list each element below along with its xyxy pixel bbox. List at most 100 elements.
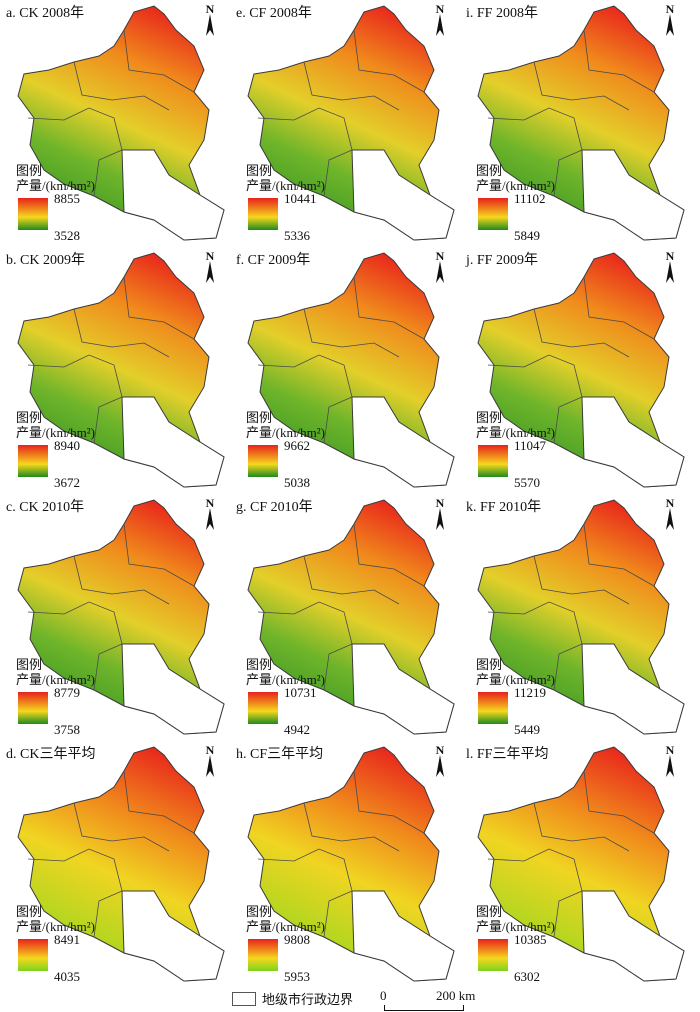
legend-unit: 产量/(km/hm²) [246, 425, 326, 440]
scale-line [384, 1005, 464, 1011]
north-arrow-icon: N [662, 496, 678, 532]
legend-title: 图例 [16, 657, 43, 672]
scale-zero-label: 0 [380, 988, 387, 1003]
north-arrow-icon: N [202, 2, 218, 38]
map-panel: d. CK三年平均 N 图例 产量/(km/hm²) 8491 4035 [4, 741, 236, 988]
legend-color-ramp [478, 692, 508, 724]
legend-max-value: 10441 [284, 191, 317, 206]
north-arrow-icon: N [202, 743, 218, 779]
legend-max-value: 10385 [514, 932, 547, 947]
panel-title: c. CK 2010年 [6, 500, 85, 515]
legend-max-value: 8491 [54, 932, 80, 947]
map-panel: k. FF 2010年 N 图例 产量/(km/hm²) 11219 5449 [464, 494, 696, 741]
legend: 图例 产量/(km/hm²) 10731 4942 [244, 654, 374, 740]
legend-color-ramp [478, 939, 508, 971]
legend-unit: 产量/(km/hm²) [246, 919, 326, 934]
legend: 图例 产量/(km/hm²) 10441 5336 [244, 160, 374, 246]
legend-title: 图例 [16, 904, 43, 919]
legend-color-ramp [248, 198, 278, 230]
map-panel: j. FF 2009年 N 图例 产量/(km/hm²) 11047 5570 [464, 247, 696, 494]
legend: 图例 产量/(km/hm²) 8491 4035 [14, 901, 144, 987]
map-panel: h. CF三年平均 N 图例 产量/(km/hm²) 9808 5953 [234, 741, 466, 988]
legend-max-value: 11102 [514, 191, 546, 206]
legend-max-value: 11219 [514, 685, 547, 700]
north-arrow-icon: N [662, 743, 678, 779]
panel-title: l. FF三年平均 [466, 747, 549, 762]
legend-unit: 产量/(km/hm²) [476, 919, 556, 934]
legend-max-value: 11047 [514, 438, 547, 453]
legend: 图例 产量/(km/hm²) 8779 3758 [14, 654, 144, 740]
legend: 图例 产量/(km/hm²) 9808 5953 [244, 901, 374, 987]
panel-title: j. FF 2009年 [466, 253, 538, 268]
panel-title: b. CK 2009年 [6, 253, 85, 268]
panel-title: a. CK 2008年 [6, 6, 85, 21]
legend-min-value: 5336 [284, 228, 310, 243]
north-arrow-icon: N [432, 2, 448, 38]
legend-max-value: 9662 [284, 438, 310, 453]
panel-title: e. CF 2008年 [236, 6, 312, 21]
legend-color-ramp [18, 198, 48, 230]
map-panel: b. CK 2009年 N 图例 产量/(km/hm²) 8940 3672 [4, 247, 236, 494]
panel-title: d. CK三年平均 [6, 747, 96, 762]
legend-unit: 产量/(km/hm²) [246, 672, 326, 687]
legend-color-ramp [248, 939, 278, 971]
boundary-legend-label: 地级市行政边界 [262, 992, 354, 1007]
legend-color-ramp [478, 445, 508, 477]
legend: 图例 产量/(km/hm²) 11047 5570 [474, 407, 604, 493]
legend: 图例 产量/(km/hm²) 11219 5449 [474, 654, 604, 740]
legend-title: 图例 [16, 410, 43, 425]
legend-min-value: 5849 [514, 228, 540, 243]
legend-min-value: 3758 [54, 722, 80, 737]
legend-max-value: 8855 [54, 191, 80, 206]
legend-max-value: 9808 [284, 932, 310, 947]
legend-max-value: 10731 [284, 685, 317, 700]
legend-color-ramp [18, 939, 48, 971]
legend-min-value: 5953 [284, 969, 310, 984]
panel-title: g. CF 2010年 [236, 500, 313, 515]
north-arrow-icon: N [202, 249, 218, 285]
legend-title: 图例 [476, 410, 503, 425]
map-panel: g. CF 2010年 N 图例 产量/(km/hm²) 10731 4942 [234, 494, 466, 741]
legend-title: 图例 [246, 163, 273, 178]
legend-title: 图例 [476, 163, 503, 178]
legend-color-ramp [248, 692, 278, 724]
map-footer: 地级市行政边界 0 200 km [0, 988, 700, 1012]
legend-title: 图例 [476, 904, 503, 919]
legend-title: 图例 [16, 163, 43, 178]
legend-unit: 产量/(km/hm²) [16, 425, 96, 440]
legend-unit: 产量/(km/hm²) [16, 919, 96, 934]
legend-min-value: 3672 [54, 475, 80, 490]
scale-max-label: 200 km [436, 988, 476, 1003]
north-arrow-icon: N [432, 249, 448, 285]
legend-unit: 产量/(km/hm²) [476, 178, 556, 193]
legend-title: 图例 [246, 410, 273, 425]
legend-max-value: 8779 [54, 685, 80, 700]
boundary-legend-swatch [232, 992, 256, 1006]
legend-unit: 产量/(km/hm²) [476, 672, 556, 687]
panel-title: h. CF三年平均 [236, 747, 324, 762]
legend-color-ramp [18, 692, 48, 724]
legend-min-value: 5449 [514, 722, 540, 737]
scale-bar: 0 200 km [380, 988, 490, 1011]
legend-min-value: 5570 [514, 475, 540, 490]
legend-title: 图例 [246, 904, 273, 919]
map-panel: l. FF三年平均 N 图例 产量/(km/hm²) 10385 6302 [464, 741, 696, 988]
legend-min-value: 5038 [284, 475, 310, 490]
panel-title: f. CF 2009年 [236, 253, 311, 268]
legend: 图例 产量/(km/hm²) 9662 5038 [244, 407, 374, 493]
legend-color-ramp [18, 445, 48, 477]
legend-title: 图例 [246, 657, 273, 672]
legend-unit: 产量/(km/hm²) [476, 425, 556, 440]
map-panel: c. CK 2010年 N 图例 产量/(km/hm²) 8779 3758 [4, 494, 236, 741]
legend: 图例 产量/(km/hm²) 10385 6302 [474, 901, 604, 987]
north-arrow-icon: N [662, 249, 678, 285]
north-arrow-icon: N [432, 743, 448, 779]
north-arrow-icon: N [202, 496, 218, 532]
legend-unit: 产量/(km/hm²) [246, 178, 326, 193]
legend-min-value: 3528 [54, 228, 80, 243]
legend-color-ramp [478, 198, 508, 230]
north-arrow-icon: N [662, 2, 678, 38]
panel-title: k. FF 2010年 [466, 500, 542, 515]
map-panel: a. CK 2008年 N 图例 产量/(km/hm²) 8855 3528 [4, 0, 236, 247]
legend-title: 图例 [476, 657, 503, 672]
